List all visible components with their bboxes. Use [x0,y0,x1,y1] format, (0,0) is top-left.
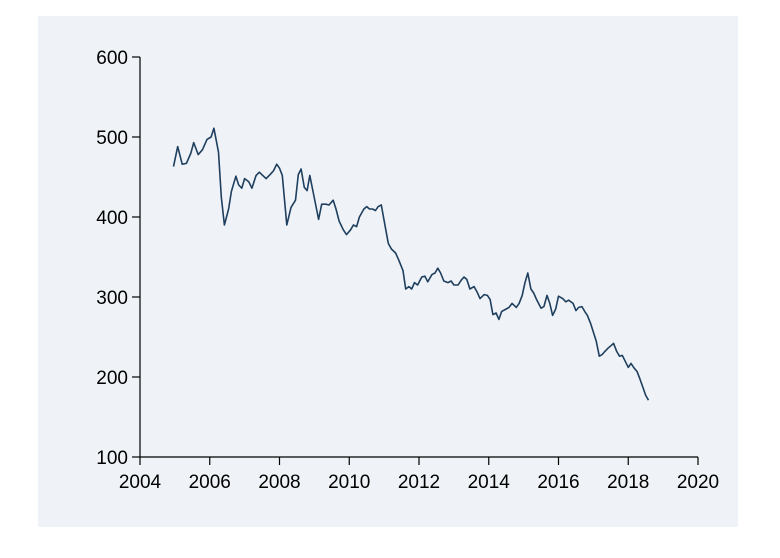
x-tick-label: 2004 [119,472,162,493]
y-tick-label: 500 [96,128,128,149]
x-ticks: 2004 2006 2008 2010 2012 2014 2016 2018 2020 [119,457,719,493]
x-tick-label: 2010 [328,472,370,493]
x-tick-label: 2018 [607,472,649,493]
plot-panel [38,16,738,527]
x-tick-label: 2012 [398,472,440,493]
y-tick-label: 200 [96,368,128,389]
x-tick-label: 2008 [258,472,300,493]
y-tick-label: 300 [96,288,128,309]
series-line [172,127,650,401]
y-tick-label: 100 [96,448,128,469]
y-tick-label: 400 [96,208,128,229]
x-tick-label: 2020 [677,472,719,493]
x-tick-label: 2014 [468,472,511,493]
y-tick-label: 600 [96,48,128,69]
x-tick-label: 2016 [537,472,579,493]
axes [139,57,698,458]
y-ticks: 100 200 300 400 500 600 [96,48,140,469]
x-tick-label: 2006 [189,472,231,493]
